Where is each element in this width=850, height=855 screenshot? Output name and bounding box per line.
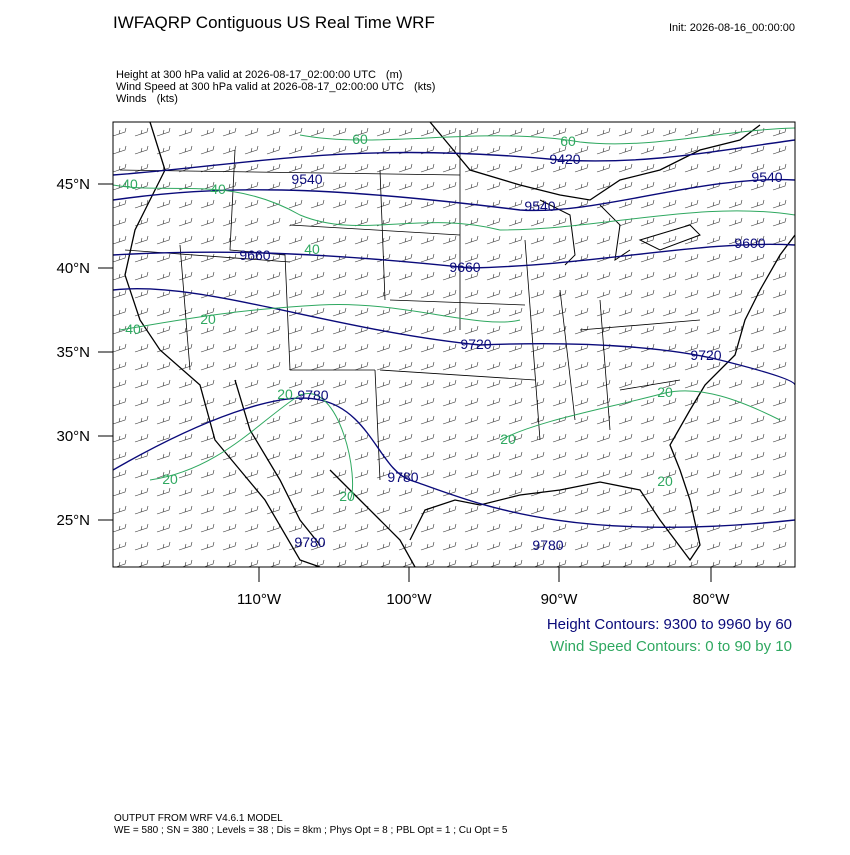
lon-label: 80°W <box>693 591 731 608</box>
wind-label: 20 <box>339 488 355 504</box>
map-area <box>113 122 795 567</box>
lon-label: 90°W <box>541 591 579 608</box>
lat-label: 35°N <box>56 344 90 361</box>
height-label: 9540 <box>291 171 322 187</box>
contour-labels: 9420 9540 9540 9540 9600 9660 9660 9720 9720 9780… <box>122 131 783 553</box>
wind-legend: Wind Speed Contours: 0 to 90 by 10 <box>550 638 792 655</box>
field-descriptions: Height at 300 hPa valid at 2026-08-17_02… <box>116 69 435 105</box>
lat-label: 25°N <box>56 512 90 529</box>
height-label: 9780 <box>294 534 325 550</box>
wind-label: 20 <box>200 311 216 327</box>
height-label: 9600 <box>734 235 765 251</box>
title: IWFAQRP Contiguous US Real Time WRF <box>113 13 435 32</box>
footer-line: WE = 580 ; SN = 380 ; Levels = 38 ; Dis … <box>114 825 508 836</box>
field-unit: (kts) <box>157 93 178 105</box>
field-line: Wind Speed at 300 hPa valid at 2026-08-1… <box>116 81 435 93</box>
lat-label: 30°N <box>56 428 90 445</box>
height-label: 9420 <box>549 151 580 167</box>
lon-label: 100°W <box>386 591 432 608</box>
wind-barbs <box>113 122 795 567</box>
height-label: 9540 <box>524 198 555 214</box>
height-label: 9780 <box>532 537 563 553</box>
lat-label: 45°N <box>56 176 90 193</box>
height-legend: Height Contours: 9300 to 9960 by 60 <box>547 616 792 633</box>
axis-ticks: 45°N 40°N 35°N 30°N 25°N 110°W 100°W 90°W 80°W <box>56 176 730 608</box>
field-name: Wind Speed at 300 hPa valid at 2026-08-1… <box>116 81 404 93</box>
wind-label: 40 <box>122 176 138 192</box>
field-unit: (m) <box>386 69 403 81</box>
wind-label: 20 <box>657 384 673 400</box>
wind-label: 20 <box>277 386 293 402</box>
wind-label: 20 <box>500 431 516 447</box>
wind-label: 60 <box>352 131 368 147</box>
wind-label: 20 <box>162 471 178 487</box>
coastline <box>124 122 795 567</box>
height-label: 9720 <box>690 347 721 363</box>
field-name: Winds <box>116 93 147 105</box>
lat-label: 40°N <box>56 260 90 277</box>
init-time: Init: 2026-08-16_00:00:00 <box>669 22 795 34</box>
map-frame <box>112 121 796 568</box>
height-label: 9780 <box>387 469 418 485</box>
height-label: 9660 <box>449 259 480 275</box>
field-unit: (kts) <box>414 81 435 93</box>
footer-line: OUTPUT FROM WRF V4.6.1 MODEL <box>114 813 283 824</box>
wind-contours <box>113 127 795 501</box>
field-line: Winds (kts) <box>116 93 178 105</box>
wind-label: 40 <box>210 181 226 197</box>
field-line: Height at 300 hPa valid at 2026-08-17_02… <box>116 69 402 81</box>
field-name: Height at 300 hPa valid at 2026-08-17_02… <box>116 69 376 81</box>
great-lakes <box>539 199 701 266</box>
wind-label: 60 <box>560 133 576 149</box>
height-label: 9780 <box>297 387 328 403</box>
wind-label: 20 <box>657 473 673 489</box>
height-label: 9720 <box>460 336 491 352</box>
wind-label: 40 <box>125 321 141 337</box>
height-label: 9660 <box>239 247 270 263</box>
height-contours <box>113 139 795 529</box>
height-label: 9540 <box>751 169 782 185</box>
wind-label: 40 <box>304 241 320 257</box>
lon-label: 110°W <box>237 591 282 608</box>
